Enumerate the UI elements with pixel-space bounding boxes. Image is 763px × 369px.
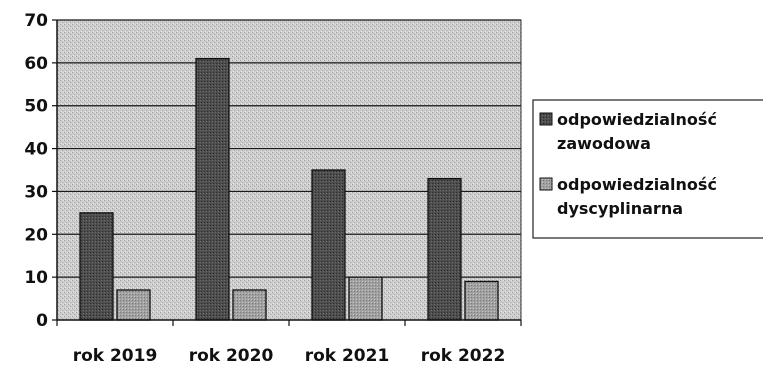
y-axis-ticks: 0 10 20 30 40 50 60 70 xyxy=(24,11,57,331)
y-tick-label: 50 xyxy=(24,97,48,117)
y-tick-label: 30 xyxy=(24,182,48,202)
legend-label: zawodowa xyxy=(557,134,651,153)
x-axis-ticks: rok 2019 rok 2020 rok 2021 rok 2022 xyxy=(57,320,521,366)
x-tick-label: rok 2021 xyxy=(305,346,390,366)
legend: odpowiedzialność zawodowa odpowiedzialność… xyxy=(533,100,763,238)
legend-label: odpowiedzialność xyxy=(557,175,717,194)
y-tick-label: 70 xyxy=(24,11,48,31)
bar-dyscyplinarna-4 xyxy=(465,281,498,320)
bar-dyscyplinarna-1 xyxy=(117,290,150,320)
y-tick-label: 10 xyxy=(24,268,48,288)
x-tick-label: rok 2022 xyxy=(421,346,506,366)
legend-swatch xyxy=(540,178,552,190)
x-tick-label: rok 2019 xyxy=(73,346,158,366)
y-tick-label: 20 xyxy=(24,225,48,245)
bar-zawodowa-4 xyxy=(428,179,461,320)
legend-label: odpowiedzialność xyxy=(557,110,717,129)
bar-zawodowa-2 xyxy=(196,59,229,320)
bar-dyscyplinarna-3 xyxy=(349,277,382,320)
bar-zawodowa-3 xyxy=(312,170,345,320)
y-tick-label: 60 xyxy=(24,54,48,74)
legend-swatch xyxy=(540,113,552,125)
bar-dyscyplinarna-2 xyxy=(233,290,266,320)
x-tick-label: rok 2020 xyxy=(189,346,274,366)
legend-label: dyscyplinarna xyxy=(557,199,683,218)
y-tick-label: 0 xyxy=(36,311,48,331)
y-tick-label: 40 xyxy=(24,140,48,160)
bar-zawodowa-1 xyxy=(80,213,113,320)
